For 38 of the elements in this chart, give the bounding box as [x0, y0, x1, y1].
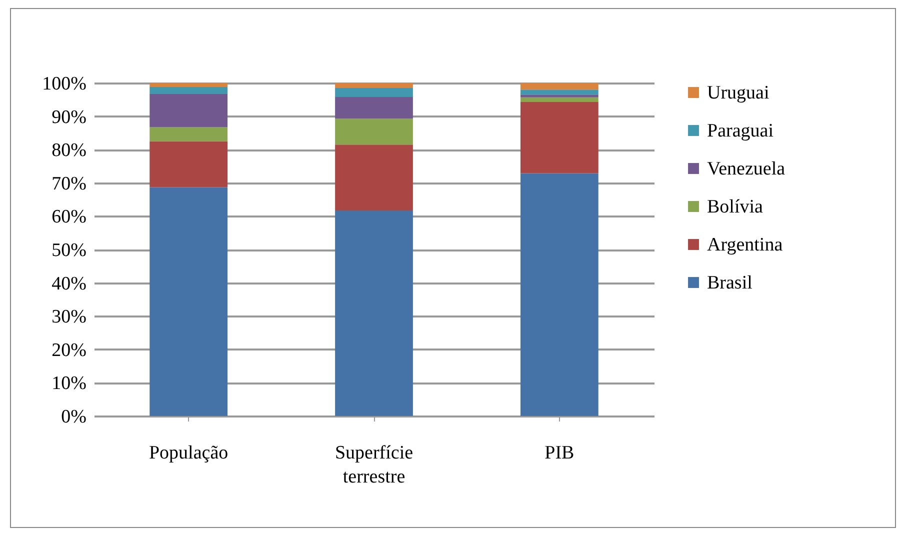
legend-label: Uruguai: [707, 82, 770, 104]
bar: [335, 144, 413, 211]
bar: [335, 83, 413, 88]
bar: [335, 96, 413, 119]
y-tick-label: 70%: [52, 173, 87, 194]
bar: [520, 102, 598, 174]
x-tick-label: PIB: [544, 442, 574, 464]
y-tick-label: 60%: [52, 206, 87, 228]
x-tick-label: Superfície terrestre: [334, 442, 414, 488]
bar: [150, 83, 228, 87]
bar: [520, 97, 598, 102]
bar: [520, 173, 598, 416]
x-tick-label: População: [148, 442, 228, 464]
y-tick-label: 100%: [42, 74, 87, 94]
bar: [150, 127, 228, 142]
bar: [150, 187, 228, 416]
bar: [335, 210, 413, 416]
y-tick-label: 0%: [61, 406, 87, 428]
y-tick-label: 20%: [52, 340, 87, 361]
bar: [520, 94, 598, 98]
bar: [150, 86, 228, 94]
y-tick-label: 40%: [52, 273, 87, 294]
y-tick-label: 10%: [52, 373, 87, 394]
bar: [150, 94, 228, 128]
legend-label: Paraguai: [707, 120, 774, 142]
legend-label: Bolívia: [707, 196, 764, 218]
bar: [335, 88, 413, 97]
y-tick-label: 90%: [52, 106, 87, 128]
legend-label: Venezuela: [707, 158, 786, 180]
bar: [335, 118, 413, 145]
y-tick-label: 50%: [52, 240, 87, 261]
y-tick-label: 30%: [52, 306, 87, 328]
bar: [520, 90, 598, 95]
legend-label: Brasil: [707, 272, 752, 294]
bar: [150, 141, 228, 188]
legend-label: Argentina: [707, 234, 784, 256]
y-tick-label: 80%: [52, 140, 87, 162]
bar: [520, 83, 598, 90]
